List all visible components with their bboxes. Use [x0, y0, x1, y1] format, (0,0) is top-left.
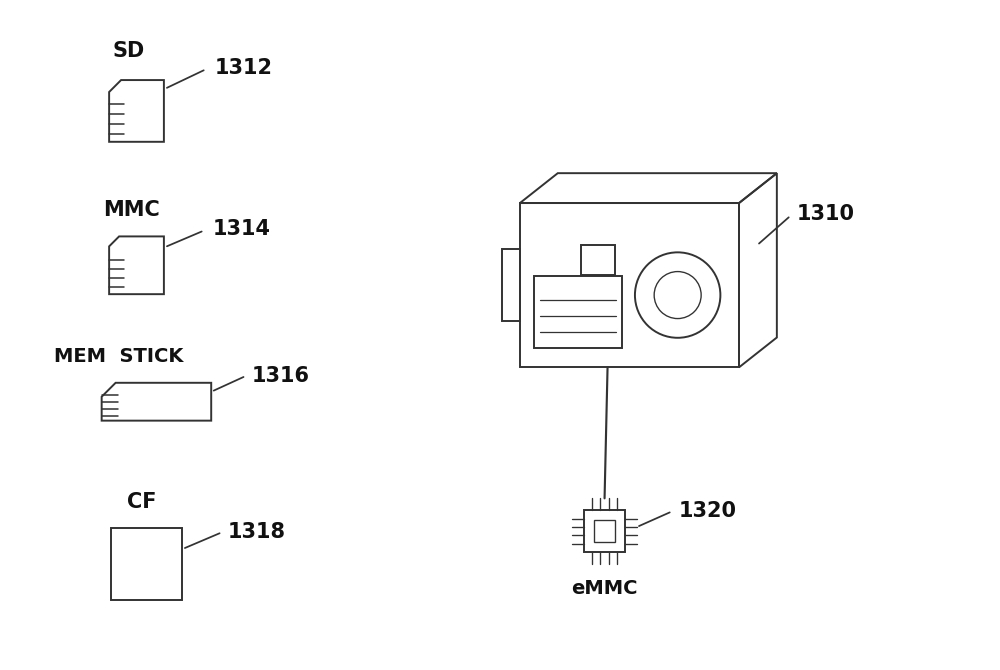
Text: MMC: MMC	[103, 200, 160, 220]
Bar	[584, 511, 625, 552]
Text: 1318: 1318	[228, 522, 286, 542]
Text: CF: CF	[127, 492, 156, 513]
Text: 1316: 1316	[252, 366, 310, 386]
Text: 1320: 1320	[678, 501, 736, 521]
Bar	[594, 521, 615, 542]
Text: SD: SD	[112, 41, 145, 61]
Text: 1310: 1310	[797, 204, 855, 224]
Bar	[534, 276, 622, 348]
Text: 1312: 1312	[214, 58, 272, 78]
Text: eMMC: eMMC	[571, 579, 638, 598]
Bar	[581, 245, 615, 275]
Text: MEM  STICK: MEM STICK	[54, 347, 183, 366]
Bar	[111, 528, 182, 600]
Text: 1314: 1314	[212, 220, 270, 239]
